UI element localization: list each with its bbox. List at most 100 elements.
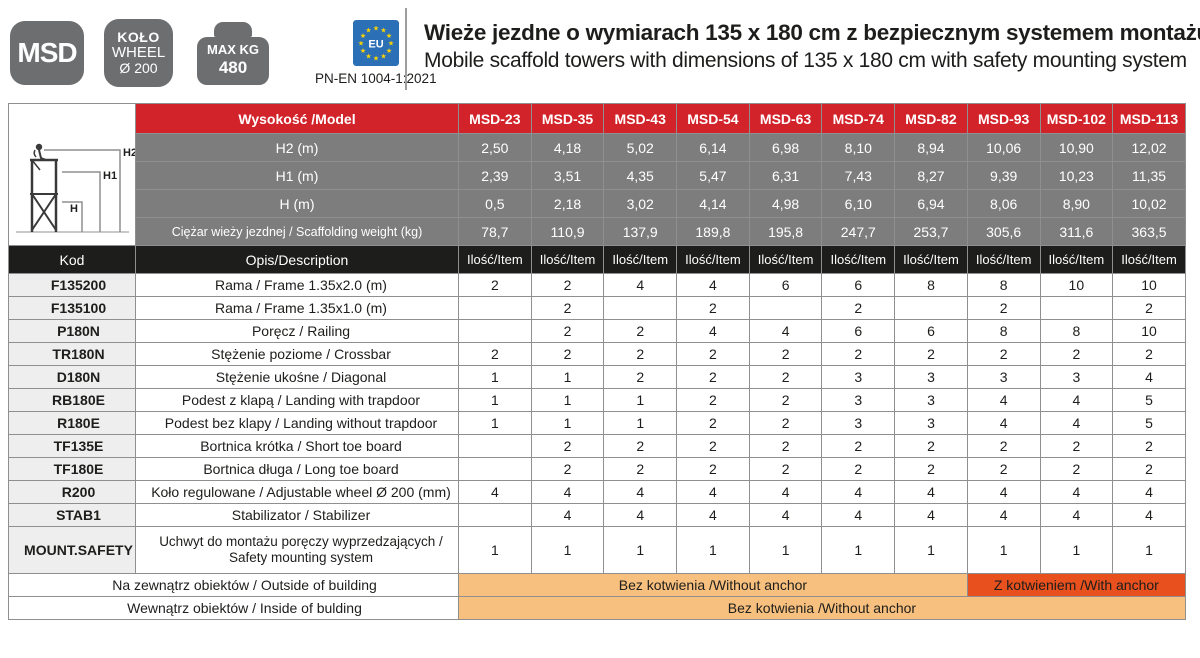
qty-cell: 4 bbox=[821, 480, 896, 504]
qty-cell: 3 bbox=[821, 365, 896, 389]
qty-cell: 4 bbox=[821, 503, 896, 527]
wheel-badge: KOŁO WHEEL Ø 200 bbox=[104, 19, 173, 87]
item-row: D180N Stężenie ukośne / Diagonal 1 1 2 2… bbox=[8, 365, 1186, 389]
spec-label: Ciężar wieży jezdnej / Scaffolding weigh… bbox=[135, 217, 459, 246]
qty-cell bbox=[458, 503, 532, 527]
qty-cell: 4 bbox=[676, 480, 750, 504]
spec-table: H2 H1 H Wysokość /Model MSD-23 MSD-35 MS… bbox=[8, 103, 1186, 620]
anchor-row-outside: Na zewnątrz obiektów / Outside of buildi… bbox=[8, 573, 1186, 597]
qty-cell: 2 bbox=[748, 457, 823, 481]
spec-table-wrap: H2 H1 H Wysokość /Model MSD-23 MSD-35 MS… bbox=[8, 103, 1186, 620]
qty-cell: 3 bbox=[821, 388, 896, 412]
qty-cell: 4 bbox=[676, 503, 750, 527]
spec-value: 311,6 bbox=[1039, 217, 1114, 246]
spec-value: 363,5 bbox=[1112, 217, 1186, 246]
qty-cell: 2 bbox=[603, 342, 678, 366]
qty-cell: 10 bbox=[1112, 319, 1186, 343]
spec-value: 4,14 bbox=[676, 189, 750, 218]
qty-cell: 2 bbox=[530, 457, 605, 481]
spec-label: H (m) bbox=[135, 189, 459, 218]
page-subtitle: Mobile scaffold towers with dimensions o… bbox=[424, 49, 1187, 72]
svg-text:EU: EU bbox=[368, 39, 383, 51]
qty-cell: 1 bbox=[603, 411, 678, 435]
qty-cell: 4 bbox=[894, 480, 968, 504]
scaffold-diagram: H2 H1 H bbox=[8, 103, 136, 246]
qty-cell: 4 bbox=[966, 411, 1041, 435]
diagram-label-h: H bbox=[70, 203, 78, 215]
qty-cell: 1 bbox=[603, 388, 678, 412]
model-col-header: MSD-74 bbox=[821, 103, 896, 134]
qty-cell: 4 bbox=[530, 503, 605, 527]
qty-cell: 4 bbox=[1112, 480, 1186, 504]
item-code: P180N bbox=[8, 319, 136, 343]
qty-cell: 6 bbox=[821, 319, 896, 343]
qty-cell: 4 bbox=[966, 503, 1041, 527]
qty-cell: 4 bbox=[1112, 503, 1186, 527]
spec-row-h1: H1 (m) 2,39 3,51 4,35 5,47 6,31 7,43 8,2… bbox=[9, 161, 1186, 190]
qty-cell: 8 bbox=[894, 273, 968, 297]
qty-cell bbox=[458, 434, 532, 458]
qty-cell: 2 bbox=[603, 365, 678, 389]
qty-cell: 4 bbox=[603, 503, 678, 527]
qty-cell: 2 bbox=[821, 342, 896, 366]
qty-cell: 4 bbox=[966, 388, 1041, 412]
qty-cell: 2 bbox=[676, 457, 750, 481]
qty-cell: 2 bbox=[676, 296, 750, 320]
qty-cell: 2 bbox=[748, 342, 823, 366]
item-row: TF180E Bortnica długa / Long toe board 2… bbox=[8, 457, 1186, 481]
qty-cell bbox=[603, 296, 678, 320]
model-col-header: MSD-113 bbox=[1112, 103, 1186, 134]
qty-cell: 4 bbox=[894, 503, 968, 527]
qty-cell: 3 bbox=[894, 365, 968, 389]
msd-brand-badge: MSD bbox=[10, 21, 84, 85]
svg-text:★: ★ bbox=[358, 40, 364, 48]
spec-value: 6,94 bbox=[894, 189, 968, 218]
qty-cell: 2 bbox=[821, 434, 896, 458]
spec-label: H2 (m) bbox=[135, 133, 459, 162]
qty-cell: 8 bbox=[1039, 319, 1114, 343]
qty-cell: 6 bbox=[894, 319, 968, 343]
qty-cell: 2 bbox=[530, 342, 605, 366]
model-col-header: MSD-102 bbox=[1039, 103, 1114, 134]
svg-text:★: ★ bbox=[386, 47, 392, 55]
model-col-header: MSD-23 bbox=[458, 103, 532, 134]
spec-value: 78,7 bbox=[458, 217, 532, 246]
item-row: RB180E Podest z klapą / Landing with tra… bbox=[8, 388, 1186, 412]
spec-value: 8,94 bbox=[894, 133, 968, 162]
wheel-badge-line3: Ø 200 bbox=[119, 60, 158, 77]
qty-cell: 1 bbox=[1112, 526, 1186, 574]
item-code: F135100 bbox=[8, 296, 136, 320]
svg-text:★: ★ bbox=[380, 53, 386, 61]
qty-cell: 2 bbox=[530, 273, 605, 297]
item-description: Stabilizator / Stabilizer bbox=[135, 503, 459, 527]
qty-cell bbox=[894, 296, 968, 320]
spec-value: 8,90 bbox=[1039, 189, 1114, 218]
qty-cell: 2 bbox=[894, 342, 968, 366]
qty-cell: 1 bbox=[748, 526, 823, 574]
title-block: Wieże jezdne o wymiarach 135 x 180 cm z … bbox=[424, 20, 1200, 73]
svg-text:★: ★ bbox=[365, 27, 371, 35]
qty-cell: 3 bbox=[894, 411, 968, 435]
qty-cell: 1 bbox=[530, 526, 605, 574]
spec-value: 2,18 bbox=[530, 189, 605, 218]
spec-value: 3,51 bbox=[530, 161, 605, 190]
qty-cell: 4 bbox=[748, 480, 823, 504]
qty-cell: 4 bbox=[1039, 411, 1114, 435]
qty-cell: 2 bbox=[530, 296, 605, 320]
qty-cell: 2 bbox=[530, 434, 605, 458]
svg-text:★: ★ bbox=[373, 55, 379, 63]
item-count-header: Ilość/Item bbox=[676, 245, 750, 274]
item-code: TF180E bbox=[8, 457, 136, 481]
qty-cell: 4 bbox=[748, 503, 823, 527]
qty-cell: 2 bbox=[966, 434, 1041, 458]
item-code: MOUNT.SAFETY bbox=[8, 526, 136, 574]
qty-cell: 2 bbox=[1112, 342, 1186, 366]
eu-flag-icon: ★ ★ ★ ★ ★ ★ ★ ★ ★ ★ ★ ★ EU bbox=[352, 20, 399, 66]
spec-row-weight: Ciężar wieży jezdnej / Scaffolding weigh… bbox=[9, 217, 1186, 246]
item-count-header: Ilość/Item bbox=[748, 245, 823, 274]
spec-value: 195,8 bbox=[748, 217, 823, 246]
qty-cell: 3 bbox=[821, 411, 896, 435]
spec-value: 8,10 bbox=[821, 133, 896, 162]
item-code: STAB1 bbox=[8, 503, 136, 527]
model-col-header: MSD-35 bbox=[530, 103, 605, 134]
